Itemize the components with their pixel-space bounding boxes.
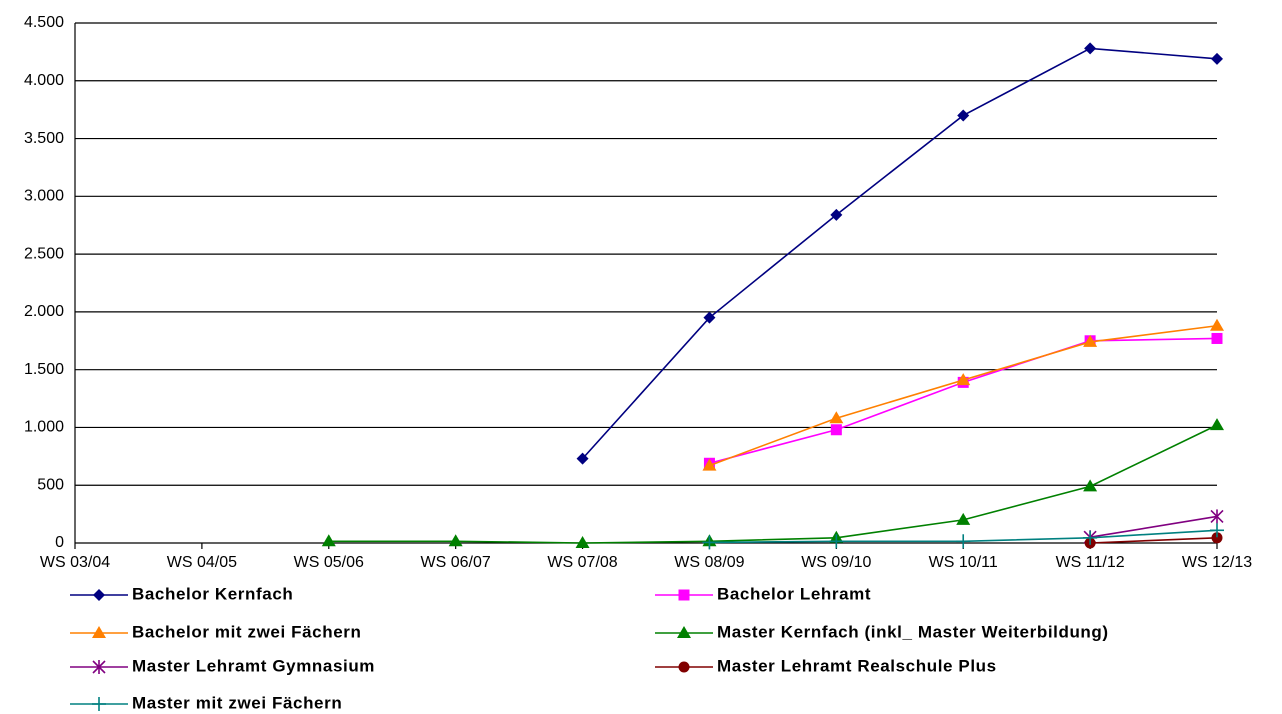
- point-marker: [829, 534, 844, 549]
- series-0: [576, 42, 1223, 465]
- point-marker: [956, 534, 971, 549]
- point-marker: [92, 626, 106, 638]
- series-line: [1089, 515, 1218, 539]
- point-marker: [1210, 318, 1224, 331]
- point-marker: [678, 661, 690, 673]
- point-marker: [1084, 42, 1097, 55]
- legend-label: Master Kernfach (inkl_ Master Weiterbild…: [717, 622, 1109, 641]
- point-marker: [1211, 532, 1223, 544]
- legend-item: Master Lehramt Realschule Plus: [655, 656, 997, 675]
- x-tick-label: WS 05/06: [294, 554, 364, 571]
- x-axis: WS 03/04 WS 04/05 WS 05/06 WS 06/07 WS 07/08…: [40, 23, 1252, 571]
- point-marker: [1083, 334, 1098, 347]
- y-tick-label: 500: [37, 476, 64, 493]
- x-tick-label: WS 03/04: [40, 554, 110, 571]
- point-marker: [1210, 509, 1224, 524]
- x-tick-label: WS 12/13: [1182, 554, 1252, 571]
- grid-lines: [75, 22, 1217, 486]
- point-marker: [93, 589, 105, 601]
- x-tick-label: WS 10/11: [929, 554, 998, 571]
- series-2: [702, 318, 1224, 471]
- series-6: [702, 523, 1224, 550]
- legend: Bachelor Kernfach Bachelor Lehramt Bachelo…: [70, 584, 1109, 712]
- point-marker: [830, 208, 843, 221]
- point-marker: [678, 589, 690, 601]
- point-marker: [1211, 52, 1223, 65]
- x-tick-label: WS 09/10: [801, 554, 871, 571]
- legend-item: Bachelor Lehramt: [655, 584, 871, 603]
- series-group: [321, 42, 1224, 550]
- y-tick-label: 2.500: [24, 245, 64, 262]
- x-tick-label: WS 06/07: [421, 554, 491, 571]
- y-tick-label: 1.500: [24, 361, 64, 378]
- legend-item: Master Lehramt Gymnasium: [70, 656, 375, 675]
- y-tick-label: 3.500: [24, 130, 64, 147]
- point-marker: [1083, 479, 1098, 492]
- legend-label: Master mit zwei Fächern: [132, 693, 342, 712]
- point-marker: [448, 534, 463, 547]
- y-tick-label: 4.000: [24, 72, 64, 89]
- point-marker: [1083, 530, 1098, 545]
- point-marker: [1210, 523, 1224, 538]
- x-tick-label: WS 07/08: [547, 554, 617, 571]
- point-marker: [677, 626, 691, 638]
- x-tick-label: WS 08/09: [674, 554, 744, 571]
- y-tick-label: 2.000: [24, 303, 64, 320]
- point-marker: [1210, 418, 1224, 431]
- y-tick-label: 1.000: [24, 419, 64, 436]
- series-3: [321, 418, 1224, 548]
- series-line: [1090, 537, 1218, 544]
- point-marker: [956, 512, 971, 525]
- point-marker: [702, 458, 717, 471]
- point-marker: [703, 311, 716, 324]
- point-marker: [92, 660, 106, 674]
- y-tick-label: 3.000: [24, 188, 64, 205]
- point-marker: [957, 109, 970, 122]
- point-marker: [1211, 332, 1223, 344]
- point-marker: [956, 373, 971, 386]
- point-marker: [702, 535, 717, 550]
- point-marker: [576, 452, 589, 465]
- legend-item: Bachelor Kernfach: [70, 584, 293, 603]
- legend-label: Master Lehramt Gymnasium: [132, 656, 375, 675]
- legend-label: Bachelor Lehramt: [717, 584, 871, 603]
- y-axis-ticks: 0 500 1.000 1.500 2.000 2.500 3.000 3.500 4.000 4…: [24, 14, 64, 551]
- series-line: [328, 424, 1218, 544]
- series-line: [581, 47, 1218, 460]
- y-tick-label: 4.500: [24, 14, 64, 31]
- x-tick-label: WS 04/05: [167, 554, 237, 571]
- point-marker: [321, 534, 336, 547]
- point-marker: [92, 697, 106, 711]
- point-marker: [829, 411, 844, 424]
- legend-item: Master Kernfach (inkl_ Master Weiterbild…: [655, 622, 1109, 641]
- legend-item: Master mit zwei Fächern: [70, 693, 342, 712]
- series-line: [709, 337, 1218, 465]
- point-marker: [830, 424, 842, 436]
- point-marker: [575, 536, 590, 548]
- x-tick-label: WS 11/12: [1056, 554, 1125, 571]
- series-1: [703, 332, 1223, 469]
- legend-label: Bachelor mit zwei Fächern: [132, 622, 361, 641]
- legend-label: Bachelor Kernfach: [132, 584, 293, 603]
- legend-item: Bachelor mit zwei Fächern: [70, 622, 361, 641]
- series-line: [709, 324, 1218, 467]
- y-tick-label: 0: [55, 534, 64, 551]
- legend-label: Master Lehramt Realschule Plus: [717, 656, 997, 675]
